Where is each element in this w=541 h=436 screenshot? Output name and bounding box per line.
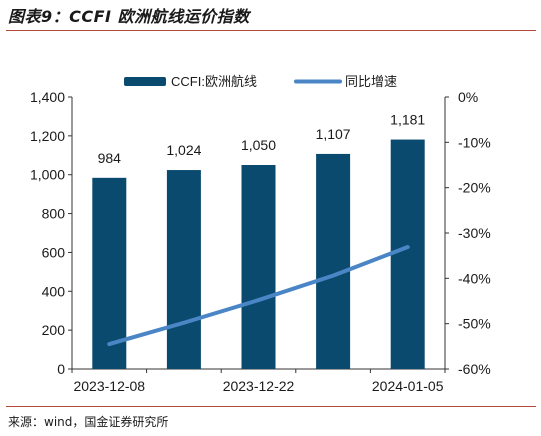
right-axis-tick-label: -50% [458, 316, 491, 332]
right-axis-tick-label: 0% [458, 89, 478, 105]
title-divider [6, 30, 536, 31]
right-axis-tick-label: -10% [458, 134, 491, 150]
right-axis-tick-label: -40% [458, 270, 491, 286]
legend-bar-label: CCFI:欧洲航线 [171, 74, 257, 89]
right-axis-tick-label: -60% [458, 361, 491, 377]
bar-data-label: 1,024 [166, 142, 201, 158]
legend: CCFI:欧洲航线 同比增速 [124, 74, 397, 89]
left-axis-tick-label: 800 [42, 206, 66, 222]
bar [316, 153, 351, 369]
left-axis-tick-label: 1,000 [30, 167, 65, 183]
right-axis-tick-label: -20% [458, 180, 491, 196]
bar-data-label: 1,107 [316, 126, 351, 142]
bar-data-label: 1,050 [241, 137, 276, 153]
bar-data-label: 1,181 [390, 112, 425, 128]
left-axis-tick-label: 1,200 [30, 128, 65, 144]
chart-title: 图表9：CCFI 欧洲航线运价指数 [8, 7, 250, 26]
source-divider [6, 406, 536, 407]
bar [166, 170, 201, 369]
x-axis-tick-label: 2023-12-22 [223, 378, 295, 394]
left-axis-tick-label: 600 [42, 244, 66, 260]
legend-bar-swatch [124, 77, 166, 86]
source-note: 来源：wind，国金证券研究所 [8, 415, 169, 429]
left-axis-tick-label: 0 [57, 361, 65, 377]
right-axis-tick-label: -30% [458, 225, 491, 241]
left-axis-tick-label: 1,400 [30, 89, 65, 105]
axes: 0 200 400 600 800 1,000 1,200 1,400 -60% -50% -40%… [30, 89, 491, 394]
bar [241, 165, 276, 369]
x-axis-tick-label: 2023-12-08 [73, 378, 145, 394]
bar [390, 139, 425, 369]
bar-data-labels: 984 1,024 1,050 1,107 1,181 [98, 112, 426, 166]
bar [92, 177, 127, 369]
line-series [107, 245, 410, 347]
chart-svg: CCFI:欧洲航线 同比增速 0 200 400 600 800 1,000 1,200 1,… [30, 74, 491, 394]
bar-data-label: 984 [98, 150, 122, 166]
x-axis-tick-label: 2024-01-05 [372, 378, 444, 394]
bar-series [92, 139, 425, 369]
legend-line-label: 同比增速 [345, 74, 397, 89]
left-axis-tick-label: 200 [42, 322, 66, 338]
left-axis-tick-label: 400 [42, 283, 66, 299]
